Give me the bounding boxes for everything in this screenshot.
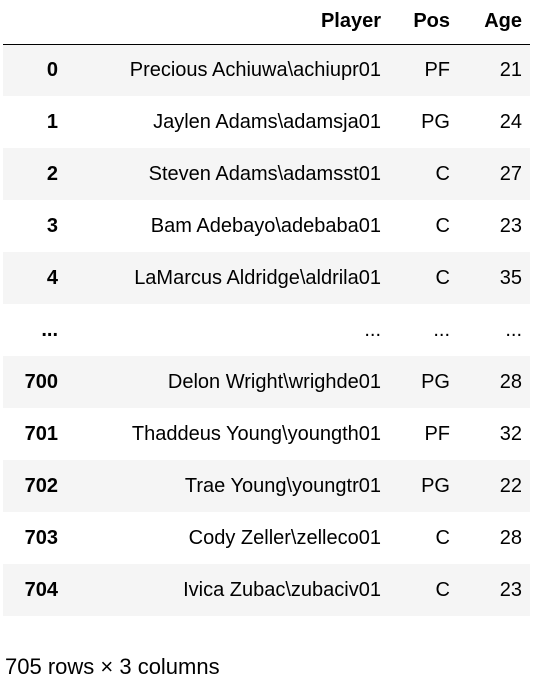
- cell-player: Thaddeus Young\youngth01: [131, 422, 381, 445]
- column-header-pos: Pos: [389, 0, 458, 45]
- cell-age: 28: [499, 526, 522, 549]
- cell-pos: PG: [421, 370, 450, 393]
- table-row: 2 Steven Adams\adamsst01 C 27: [3, 148, 530, 200]
- cell-age: 32: [499, 422, 522, 445]
- cell-age: 27: [499, 162, 522, 185]
- cell-pos: PG: [421, 474, 450, 497]
- cell-pos: ...: [433, 318, 450, 341]
- cell-pos: C: [435, 266, 450, 289]
- index-header: [3, 0, 66, 45]
- table-row: 702 Trae Young\youngtr01 PG 22: [3, 460, 530, 512]
- cell-player: Bam Adebayo\adebaba01: [150, 214, 381, 237]
- header-row: Player Pos Age: [3, 0, 530, 45]
- dataframe-output: Player Pos Age 0 Precious Achiuwa\achiupr…: [3, 0, 530, 616]
- dataframe-shape-summary: 705 rows × 3 columns: [5, 654, 220, 679]
- table-row: 0 Precious Achiuwa\achiupr01 PF 21: [3, 44, 530, 96]
- row-index: 4: [46, 266, 58, 289]
- cell-age: 21: [499, 58, 522, 81]
- table-body: 0 Precious Achiuwa\achiupr01 PF 21 1 Jaylen A…: [3, 44, 530, 616]
- cell-player: LaMarcus Aldridge\aldrila01: [134, 266, 381, 289]
- cell-player: Steven Adams\adamsst01: [148, 162, 381, 185]
- cell-age: 23: [499, 214, 522, 237]
- cell-player: Ivica Zubac\zubaciv01: [183, 578, 381, 601]
- table-row: 700 Delon Wright\wrighde01 PG 28: [3, 356, 530, 408]
- row-index: 3: [46, 214, 58, 237]
- cell-pos: C: [435, 214, 450, 237]
- row-index: 701: [24, 422, 58, 445]
- row-index: 0: [46, 58, 58, 81]
- cell-player: Precious Achiuwa\achiupr01: [129, 58, 381, 81]
- cell-age: ...: [505, 318, 522, 341]
- cell-player: ...: [364, 318, 381, 341]
- table-row: 3 Bam Adebayo\adebaba01 C 23: [3, 200, 530, 252]
- cell-age: 22: [499, 474, 522, 497]
- column-header-player: Player: [66, 0, 389, 45]
- cell-pos: C: [435, 526, 450, 549]
- table-row: 704 Ivica Zubac\zubaciv01 C 23: [3, 564, 530, 616]
- row-index: 704: [24, 578, 58, 601]
- table-row: 701 Thaddeus Young\youngth01 PF 32: [3, 408, 530, 460]
- row-index: 2: [46, 162, 58, 185]
- cell-age: 35: [499, 266, 522, 289]
- cell-pos: PF: [424, 422, 450, 445]
- cell-age: 23: [499, 578, 522, 601]
- table-row: 703 Cody Zeller\zelleco01 C 28: [3, 512, 530, 564]
- row-index: 1: [46, 110, 58, 133]
- cell-player: Trae Young\youngtr01: [184, 474, 381, 497]
- cell-age: 24: [499, 110, 522, 133]
- cell-player: Delon Wright\wrighde01: [167, 370, 381, 393]
- table-row: 4 LaMarcus Aldridge\aldrila01 C 35: [3, 252, 530, 304]
- cell-player: Jaylen Adams\adamsja01: [153, 110, 381, 133]
- row-index: ...: [41, 318, 58, 341]
- dataframe-table: Player Pos Age 0 Precious Achiuwa\achiupr…: [3, 0, 530, 616]
- column-header-age: Age: [458, 0, 530, 45]
- cell-player: Cody Zeller\zelleco01: [188, 526, 381, 549]
- table-row: 1 Jaylen Adams\adamsja01 PG 24: [3, 96, 530, 148]
- row-index: 702: [24, 474, 58, 497]
- row-index: 703: [24, 526, 58, 549]
- row-index: 700: [24, 370, 58, 393]
- cell-pos: PF: [424, 58, 450, 81]
- cell-pos: C: [435, 162, 450, 185]
- cell-pos: PG: [421, 110, 450, 133]
- table-row: ............: [3, 304, 530, 356]
- cell-age: 28: [499, 370, 522, 393]
- cell-pos: C: [435, 578, 450, 601]
- table-header: Player Pos Age: [3, 0, 530, 45]
